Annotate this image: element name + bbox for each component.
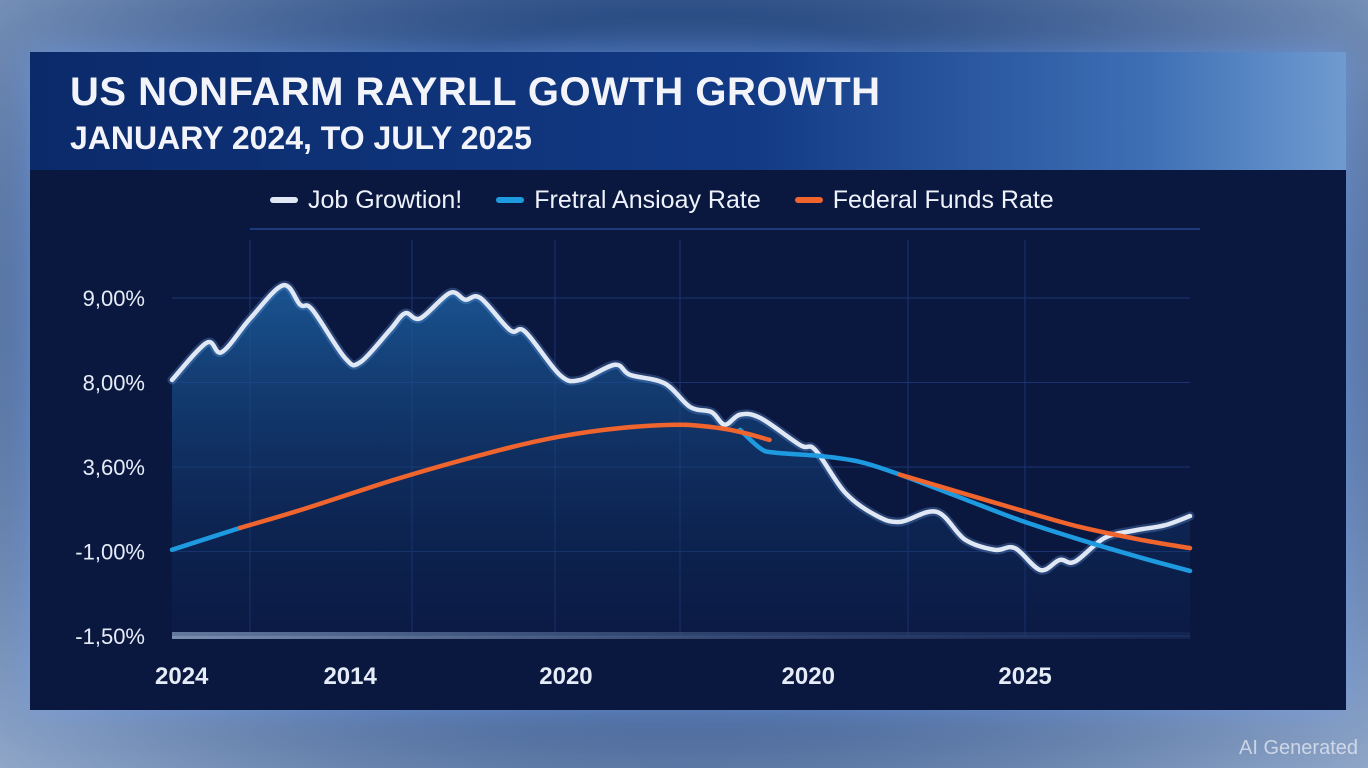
x-tick-label: 2025 <box>998 663 1051 690</box>
legend-label: Job Growtion! <box>308 185 463 214</box>
y-tick-label: 8,00% <box>83 371 145 396</box>
legend-swatch <box>270 197 298 203</box>
series-line-job-growtion <box>169 283 1193 573</box>
legend-item-job-growth: Job Growtion! <box>270 186 462 215</box>
legend-label: Fretral Ansioay Rate <box>534 185 761 214</box>
y-tick-label: 3,60% <box>83 455 145 480</box>
x-tick-label: 2020 <box>782 663 835 690</box>
legend-swatch <box>794 197 823 203</box>
y-tick-label: 9,00% <box>83 286 145 311</box>
chart-title: US NONFARM RAYRLL GOWTH GROWTH <box>70 70 881 114</box>
legend-item-rate: Fretral Ansioay Rate <box>496 186 761 215</box>
chart-subtitle: JANUARY 2024, TO JULY 2025 <box>70 120 532 156</box>
title-band <box>30 52 1346 170</box>
x-tick-label: 2020 <box>539 663 592 690</box>
legend: Job Growtion! Fretral Ansioay Rate Feder… <box>250 172 1200 230</box>
series-line-federal-funds-rate <box>237 422 772 531</box>
series-area-job-growtion <box>172 285 1190 636</box>
y-tick-label: -1,00% <box>75 540 145 565</box>
legend-item-fed-funds: Federal Funds Rate <box>794 185 1054 215</box>
watermark: AI Generated <box>1239 737 1358 759</box>
x-tick-label: 2024 <box>155 663 209 690</box>
legend-swatch <box>496 197 525 203</box>
series-line-fretral-ansioay-rate <box>169 525 243 553</box>
series-line-federal-funds-rate <box>897 472 1193 551</box>
legend-label: Federal Funds Rate <box>832 185 1054 214</box>
y-tick-label: -1,50% <box>75 624 145 649</box>
x-tick-label: 2014 <box>323 663 377 690</box>
